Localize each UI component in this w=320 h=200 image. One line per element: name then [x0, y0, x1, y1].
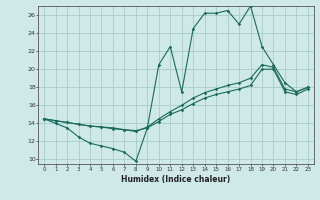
X-axis label: Humidex (Indice chaleur): Humidex (Indice chaleur) [121, 175, 231, 184]
